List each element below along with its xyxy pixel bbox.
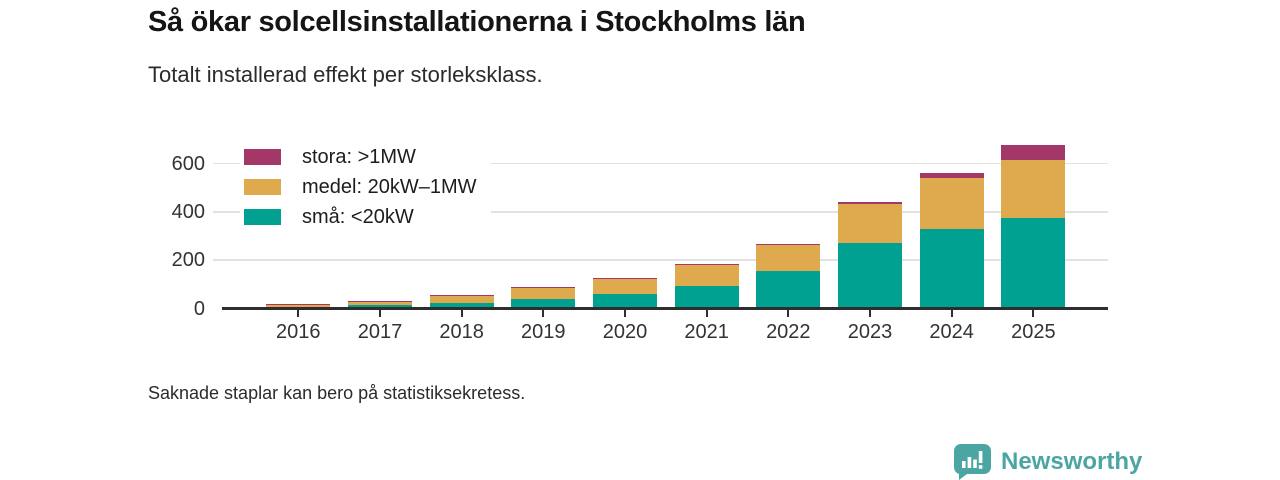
- x-axis-label-2018: 2018: [439, 321, 484, 343]
- bar-segment-2025: [1001, 159, 1066, 219]
- legend-swatch-icon: [244, 179, 281, 195]
- branding: Newsworthy: [953, 443, 1142, 480]
- bar-segment-2020: [592, 293, 657, 309]
- bar-segment-2018: [429, 295, 494, 303]
- x-axis-label-2024: 2024: [929, 321, 974, 343]
- bar-segment-2022: [756, 271, 821, 309]
- x-axis-label-2017: 2017: [357, 321, 403, 343]
- bar-segment-2024: [919, 178, 984, 229]
- bar-segment-2024: [919, 228, 984, 309]
- bar-segment-2016: [266, 304, 331, 308]
- bar-segment-2024: [919, 172, 984, 179]
- bar-segment-2025: [1001, 144, 1066, 160]
- legend-row: medel: 20kW–1MW: [244, 172, 477, 202]
- x-axis-label-2022: 2022: [766, 321, 811, 343]
- bar-segment-2023: [837, 242, 902, 309]
- x-axis-label-2019: 2019: [521, 321, 566, 343]
- x-axis-label-2025: 2025: [1011, 321, 1056, 343]
- x-axis-tick: [868, 309, 871, 317]
- x-axis-label-2020: 2020: [602, 321, 648, 343]
- brand-name: Newsworthy: [1001, 447, 1143, 475]
- bar-segment-2022: [756, 243, 821, 245]
- legend-swatch-icon: [244, 149, 281, 165]
- chart-subtitle: Totalt installerad effekt per storlekskl…: [148, 62, 543, 87]
- x-axis-tick: [297, 309, 300, 317]
- legend-label: små: <20kW: [302, 205, 414, 228]
- bar-segment-2021: [674, 265, 739, 286]
- x-axis-tick: [950, 309, 953, 317]
- x-axis-label-2023: 2023: [847, 321, 893, 343]
- x-axis-tick: [705, 309, 708, 317]
- bar-segment-2020: [592, 278, 657, 294]
- bar-segment-2023: [837, 201, 902, 204]
- x-axis-label-2016: 2016: [276, 321, 321, 343]
- y-axis-tick-label: 200: [171, 249, 205, 272]
- bar-segment-2019: [511, 288, 576, 299]
- chart-legend: stora: >1MW medel: 20kW–1MW små: <20kW: [240, 138, 491, 238]
- legend-swatch-icon: [244, 209, 281, 225]
- x-axis-tick: [787, 309, 790, 317]
- x-axis-tick: [378, 309, 381, 317]
- bar-segment-2018: [429, 302, 494, 309]
- bar-segment-2023: [837, 203, 902, 243]
- gridline-400: [213, 211, 1108, 213]
- legend-label: medel: 20kW–1MW: [302, 175, 477, 198]
- y-axis-tick-label: 600: [171, 152, 205, 175]
- bar-segment-2019: [511, 298, 576, 309]
- bar-segment-2025: [1001, 218, 1066, 309]
- bar-segment-2020: [592, 277, 657, 279]
- gridline-200: [213, 259, 1108, 261]
- newsworthy-logo-icon: [953, 443, 992, 480]
- x-axis-tick: [542, 309, 545, 317]
- y-axis-tick-label: 400: [171, 200, 205, 223]
- footnote: Saknade staplar kan bero på statistiksek…: [148, 383, 526, 403]
- page-title: Så ökar solcellsinstallationerna i Stock…: [148, 6, 806, 38]
- legend-row: små: <20kW: [244, 202, 477, 232]
- gridline-600: [213, 162, 1108, 165]
- bar-segment-2017: [347, 305, 412, 309]
- y-axis-tick-label: 0: [193, 297, 205, 320]
- bar-segment-2021: [674, 264, 739, 266]
- x-axis-tick: [623, 309, 626, 317]
- bar-segment-2022: [756, 244, 821, 272]
- x-axis-line: [222, 307, 1108, 310]
- legend-label: stora: >1MW: [302, 145, 416, 168]
- x-axis-label-2021: 2021: [684, 321, 729, 343]
- bar-segment-2021: [674, 285, 739, 309]
- bar-segment-2019: [511, 287, 576, 289]
- x-axis-tick: [460, 309, 463, 317]
- x-axis-tick: [1032, 309, 1035, 317]
- bar-segment-2017: [347, 301, 412, 306]
- bar-segment-2018: [429, 295, 494, 296]
- legend-row: stora: >1MW: [244, 142, 477, 172]
